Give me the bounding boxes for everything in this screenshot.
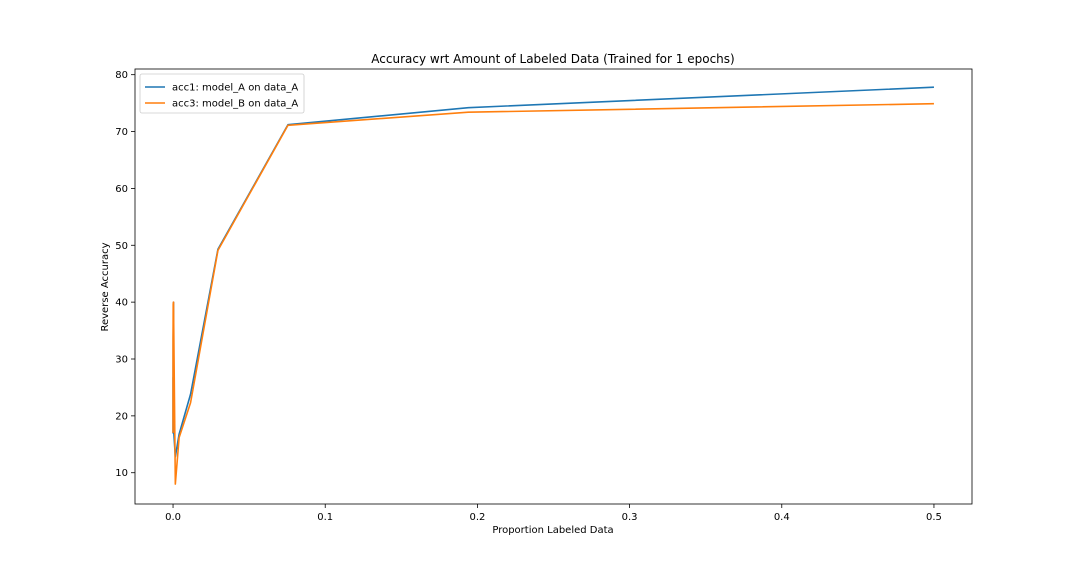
y-tick-label: 70 — [115, 127, 128, 138]
series-line-2 — [172, 102, 934, 485]
x-tick-label: 0.2 — [469, 512, 485, 523]
y-tick-label: 50 — [115, 241, 128, 252]
y-tick-label: 80 — [115, 70, 128, 81]
y-tick-label: 10 — [115, 468, 128, 479]
y-tick-label: 20 — [115, 411, 128, 422]
legend: acc1: model_A on data_A acc3: model_B on … — [139, 73, 305, 114]
x-axis-label: Proportion Labeled Data — [492, 525, 613, 536]
legend-box — [139, 73, 305, 114]
y-tick-label: 30 — [115, 355, 128, 366]
legend-label-2: acc3: model_B on data_A — [172, 99, 298, 110]
axes-frame — [134, 68, 973, 505]
x-tick-label: 0.3 — [622, 512, 638, 523]
chart-title: Accuracy wrt Amount of Labeled Data (Tra… — [371, 52, 734, 66]
x-tick-label: 0.5 — [926, 512, 942, 523]
y-tick-label: 60 — [115, 184, 128, 195]
y-tick-label: 40 — [115, 298, 128, 309]
plot-area: 0.0 0.1 0.2 0.3 0.4 0.5 10 20 30 40 50 60 70 80 — [115, 68, 973, 523]
legend-label-1: acc1: model_A on data_A — [172, 83, 298, 94]
x-tick-label: 0.4 — [774, 512, 790, 523]
x-tick-label: 0.0 — [165, 512, 181, 523]
x-tick-label: 0.1 — [317, 512, 333, 523]
y-axis-label: Reverse Accuracy — [100, 242, 111, 331]
